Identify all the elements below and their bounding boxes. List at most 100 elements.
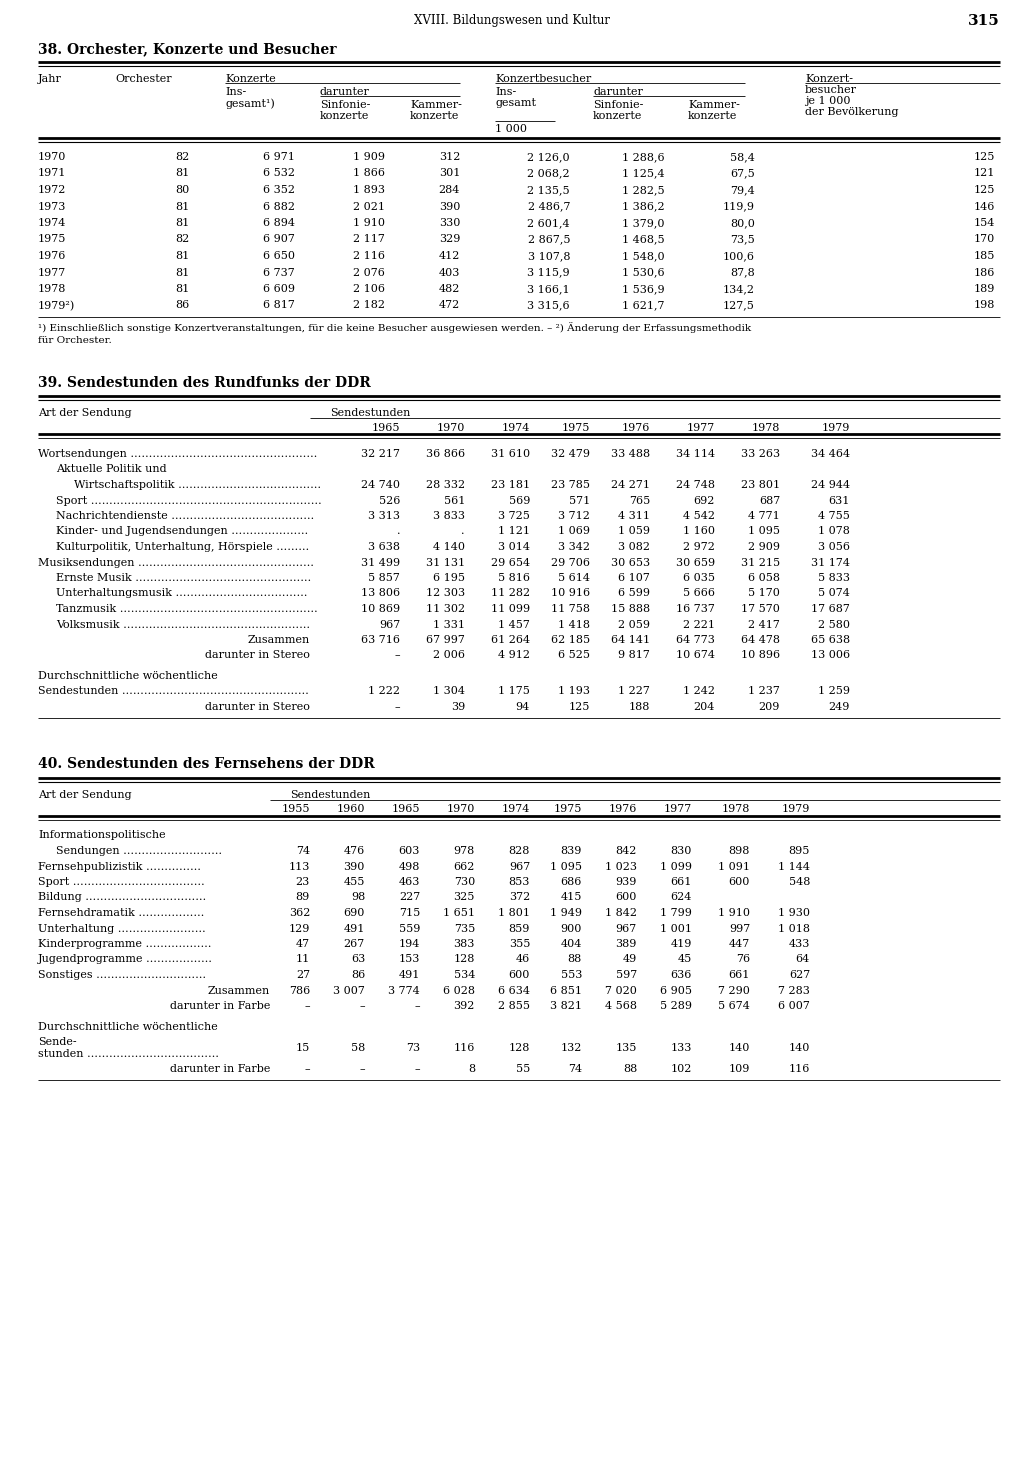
Text: Sport ………………………………………………………: Sport ……………………………………………………… xyxy=(56,495,322,506)
Text: 491: 491 xyxy=(398,970,420,980)
Text: 81: 81 xyxy=(176,285,190,294)
Text: 1 842: 1 842 xyxy=(605,908,637,918)
Text: Fernsehpublizistik ……………: Fernsehpublizistik …………… xyxy=(38,862,201,872)
Text: 125: 125 xyxy=(568,701,590,712)
Text: 1 099: 1 099 xyxy=(660,862,692,872)
Text: 569: 569 xyxy=(509,495,530,506)
Text: 1972: 1972 xyxy=(38,185,67,194)
Text: 267: 267 xyxy=(344,939,365,949)
Text: 1974: 1974 xyxy=(502,804,530,814)
Text: 315: 315 xyxy=(969,13,1000,28)
Text: 2 135,5: 2 135,5 xyxy=(527,185,570,194)
Text: 133: 133 xyxy=(671,1043,692,1053)
Text: 113: 113 xyxy=(289,862,310,872)
Text: 227: 227 xyxy=(398,893,420,903)
Text: 967: 967 xyxy=(615,924,637,933)
Text: 58: 58 xyxy=(351,1043,365,1053)
Text: 978: 978 xyxy=(454,845,475,856)
Text: 87,8: 87,8 xyxy=(730,267,755,277)
Text: 1 379,0: 1 379,0 xyxy=(623,218,665,228)
Text: 39: 39 xyxy=(451,701,465,712)
Text: konzerte: konzerte xyxy=(319,111,370,122)
Text: 433: 433 xyxy=(788,939,810,949)
Text: 1976: 1976 xyxy=(38,251,67,261)
Text: –: – xyxy=(304,1001,310,1011)
Text: Sport ………………………………: Sport ……………………………… xyxy=(38,876,205,887)
Text: 9 817: 9 817 xyxy=(618,651,650,660)
Text: 74: 74 xyxy=(296,845,310,856)
Text: darunter in Stereo: darunter in Stereo xyxy=(205,651,310,660)
Text: 17 687: 17 687 xyxy=(811,604,850,614)
Text: 4 755: 4 755 xyxy=(818,512,850,521)
Text: 636: 636 xyxy=(671,970,692,980)
Text: 1 023: 1 023 xyxy=(605,862,637,872)
Text: 1970: 1970 xyxy=(38,151,67,162)
Text: gesamt: gesamt xyxy=(495,98,536,108)
Text: 81: 81 xyxy=(176,218,190,228)
Text: 3 313: 3 313 xyxy=(368,512,400,521)
Text: Orchester: Orchester xyxy=(115,74,172,85)
Text: 1 227: 1 227 xyxy=(618,687,650,697)
Text: 132: 132 xyxy=(560,1043,582,1053)
Text: Sende-: Sende- xyxy=(38,1037,77,1047)
Text: 389: 389 xyxy=(615,939,637,949)
Text: Ins-: Ins- xyxy=(225,87,246,96)
Text: 11: 11 xyxy=(296,955,310,964)
Text: 3 315,6: 3 315,6 xyxy=(527,301,570,310)
Text: Konzertbesucher: Konzertbesucher xyxy=(495,74,591,85)
Text: 1 866: 1 866 xyxy=(353,169,385,178)
Text: 2 486,7: 2 486,7 xyxy=(527,202,570,212)
Text: 116: 116 xyxy=(788,1065,810,1075)
Text: 86: 86 xyxy=(351,970,365,980)
Text: 3 712: 3 712 xyxy=(558,512,590,521)
Text: 3 107,8: 3 107,8 xyxy=(527,251,570,261)
Text: 64 478: 64 478 xyxy=(741,635,780,645)
Text: 24 740: 24 740 xyxy=(361,480,400,489)
Text: 967: 967 xyxy=(379,620,400,629)
Text: 64 141: 64 141 xyxy=(611,635,650,645)
Text: 2 855: 2 855 xyxy=(498,1001,530,1011)
Text: 6 352: 6 352 xyxy=(263,185,295,194)
Text: 8: 8 xyxy=(468,1065,475,1075)
Text: darunter in Farbe: darunter in Farbe xyxy=(170,1001,270,1011)
Text: 39. Sendestunden des Rundfunks der DDR: 39. Sendestunden des Rundfunks der DDR xyxy=(38,377,371,390)
Text: 3 166,1: 3 166,1 xyxy=(527,285,570,294)
Text: 1960: 1960 xyxy=(337,804,365,814)
Text: 6 905: 6 905 xyxy=(660,986,692,995)
Text: 1970: 1970 xyxy=(436,423,465,433)
Text: –: – xyxy=(304,1065,310,1075)
Text: 553: 553 xyxy=(560,970,582,980)
Text: 2 021: 2 021 xyxy=(353,202,385,212)
Text: für Orchester.: für Orchester. xyxy=(38,337,112,346)
Text: 687: 687 xyxy=(759,495,780,506)
Text: 839: 839 xyxy=(560,845,582,856)
Text: 153: 153 xyxy=(398,955,420,964)
Text: 412: 412 xyxy=(438,251,460,261)
Text: 31 174: 31 174 xyxy=(811,558,850,568)
Text: je 1 000: je 1 000 xyxy=(805,96,851,105)
Text: 170: 170 xyxy=(974,234,995,245)
Text: Sonstiges …………………………: Sonstiges ………………………… xyxy=(38,970,206,980)
Text: 6 028: 6 028 xyxy=(443,986,475,995)
Text: 146: 146 xyxy=(974,202,995,212)
Text: 3 774: 3 774 xyxy=(388,986,420,995)
Text: ¹) Einschließlich sonstige Konzertveranstaltungen, für die keine Besucher ausgew: ¹) Einschließlich sonstige Konzertverans… xyxy=(38,322,752,334)
Text: Kinder- und Jugendsendungen …………………: Kinder- und Jugendsendungen ………………… xyxy=(56,526,308,537)
Text: 33 263: 33 263 xyxy=(741,449,780,460)
Text: 2 068,2: 2 068,2 xyxy=(527,169,570,178)
Text: 24 271: 24 271 xyxy=(611,480,650,489)
Text: 23 785: 23 785 xyxy=(551,480,590,489)
Text: 2 909: 2 909 xyxy=(748,541,780,552)
Text: 6 532: 6 532 xyxy=(263,169,295,178)
Text: 3 007: 3 007 xyxy=(333,986,365,995)
Text: 1 069: 1 069 xyxy=(558,526,590,537)
Text: 1977: 1977 xyxy=(687,423,715,433)
Text: 419: 419 xyxy=(671,939,692,949)
Text: darunter: darunter xyxy=(319,87,370,96)
Text: 5 816: 5 816 xyxy=(498,572,530,583)
Text: 140: 140 xyxy=(729,1043,750,1053)
Text: 65 638: 65 638 xyxy=(811,635,850,645)
Text: 2 076: 2 076 xyxy=(353,267,385,277)
Text: 30 653: 30 653 xyxy=(611,558,650,568)
Text: 1975: 1975 xyxy=(554,804,582,814)
